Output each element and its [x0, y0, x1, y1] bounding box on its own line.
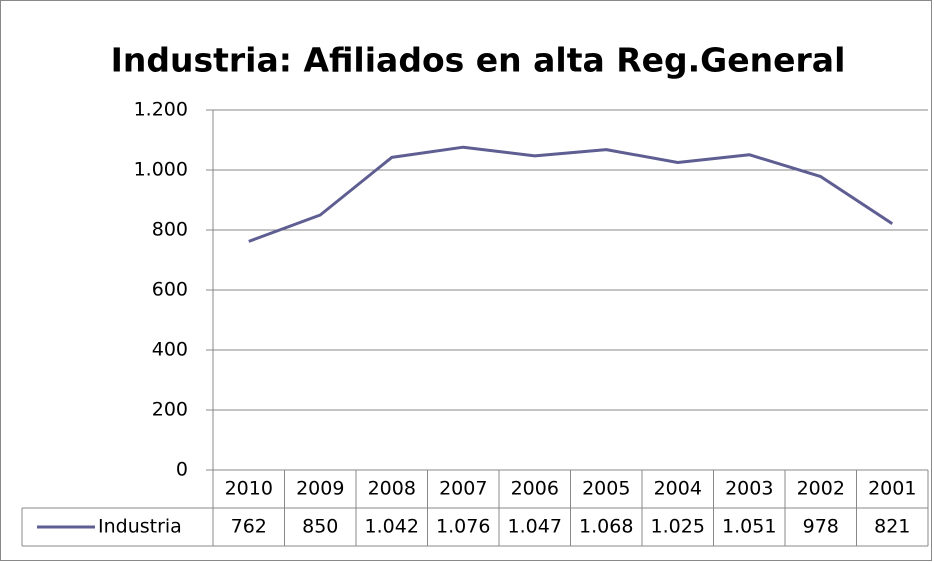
x-tick-label: 2001 — [868, 478, 916, 500]
data-label: 821 — [874, 516, 910, 538]
data-label: 1.025 — [651, 516, 705, 538]
data-label: 1.042 — [365, 516, 419, 538]
x-tick-label: 2008 — [368, 478, 416, 500]
y-tick-label: 400 — [152, 339, 188, 361]
y-tick-label: 1.200 — [134, 99, 188, 121]
x-tick-label: 2004 — [654, 478, 702, 500]
x-tick-label: 2006 — [511, 478, 559, 500]
x-tick-label: 2002 — [797, 478, 845, 500]
y-tick-label: 0 — [176, 459, 188, 481]
data-label: 1.068 — [579, 516, 633, 538]
y-tick-label: 200 — [152, 399, 188, 421]
chart-title: Industria: Afiliados en alta Reg.General — [111, 41, 846, 80]
data-label: 762 — [231, 516, 267, 538]
y-tick-label: 600 — [152, 279, 188, 301]
data-label: 978 — [803, 516, 839, 538]
data-label: 1.051 — [722, 516, 776, 538]
x-tick-label: 2005 — [582, 478, 630, 500]
y-tick-label: 1.000 — [134, 159, 188, 181]
x-tick-label: 2003 — [725, 478, 773, 500]
x-tick-label: 2009 — [296, 478, 344, 500]
data-label: 850 — [302, 516, 338, 538]
data-label: 1.047 — [508, 516, 562, 538]
series-line — [248, 145, 894, 243]
legend-label: Industria — [98, 516, 182, 538]
x-tick-label: 2007 — [439, 478, 487, 500]
y-tick-label: 800 — [152, 219, 188, 241]
x-tick-label: 2010 — [225, 478, 273, 500]
data-label: 1.076 — [436, 516, 490, 538]
